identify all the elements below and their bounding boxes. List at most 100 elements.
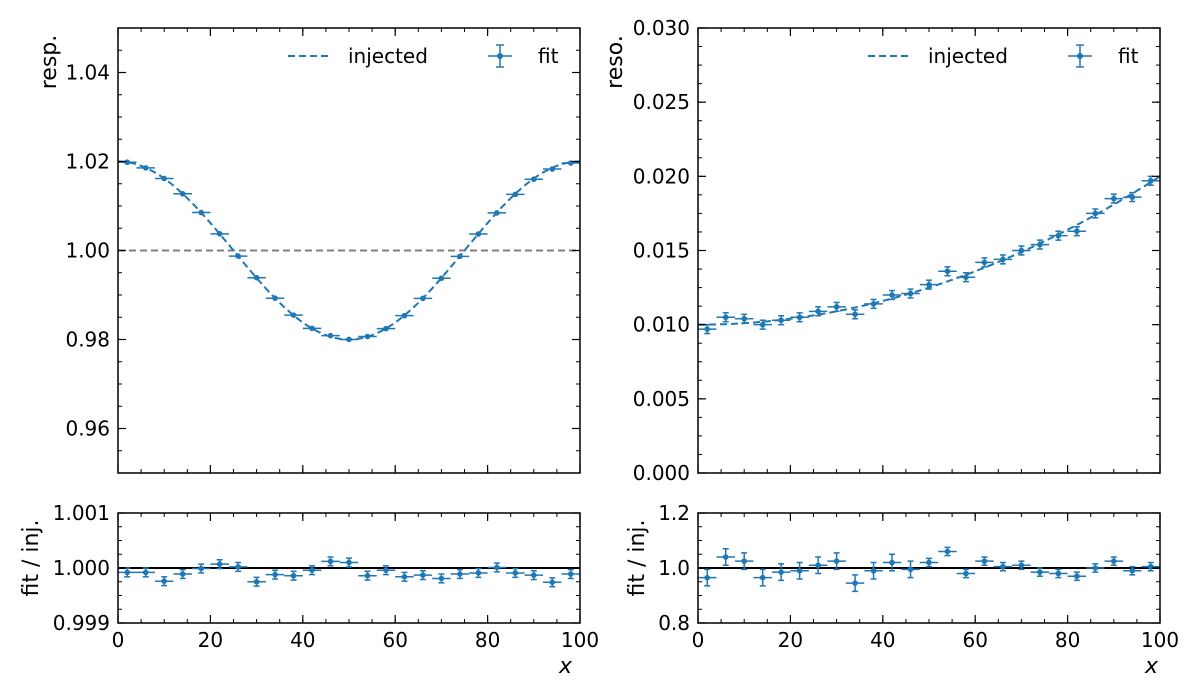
fit-point bbox=[993, 254, 1013, 265]
ratio-marker bbox=[253, 578, 260, 585]
legend-fit-label: fit bbox=[1118, 44, 1139, 68]
fit-point bbox=[1086, 208, 1105, 219]
ratio-marker bbox=[346, 559, 352, 566]
fit-point bbox=[938, 266, 957, 277]
ratio-point bbox=[901, 560, 920, 579]
legend: injected fit bbox=[868, 44, 1139, 68]
ratio-marker bbox=[852, 580, 858, 586]
fit-point bbox=[1067, 226, 1087, 237]
y-tick-label: 0.000 bbox=[633, 461, 690, 485]
x-tick-label: 40 bbox=[870, 628, 895, 652]
ratio-marker bbox=[870, 567, 877, 574]
fit-point bbox=[827, 301, 846, 313]
ratio-marker bbox=[704, 574, 711, 581]
ratio-marker bbox=[1000, 563, 1006, 570]
resolution-ratio-y-label: fit / inj. bbox=[625, 519, 650, 596]
ratio-marker bbox=[438, 575, 445, 582]
fit-marker bbox=[272, 295, 278, 302]
ratio-marker bbox=[1074, 573, 1080, 580]
fit-point bbox=[734, 313, 754, 324]
ratio-marker bbox=[963, 570, 969, 577]
ratio-point bbox=[1141, 561, 1160, 572]
x-tick-label: 60 bbox=[382, 628, 407, 652]
ratio-point bbox=[506, 567, 525, 579]
ratio-marker bbox=[759, 574, 766, 581]
fit-point bbox=[790, 312, 809, 323]
ratio-point bbox=[118, 567, 137, 578]
resolution-ratio-panel: 0 20 40 60 80 100 0.8 1.0 1.2 bbox=[658, 501, 1179, 652]
y-tick-label: 1.001 bbox=[53, 501, 110, 525]
ratio-point bbox=[450, 568, 470, 580]
ratio-point bbox=[339, 557, 359, 568]
ratio-point bbox=[1030, 567, 1050, 577]
ratio-marker bbox=[272, 571, 278, 578]
legend-injected-label: injected bbox=[928, 44, 1008, 68]
fit-point bbox=[210, 231, 229, 237]
fit-point bbox=[543, 166, 562, 172]
fit-point bbox=[506, 191, 525, 198]
fit-point bbox=[882, 289, 902, 301]
ratio-point bbox=[808, 556, 828, 575]
fit-point bbox=[118, 159, 137, 166]
fit-point bbox=[469, 231, 488, 237]
y-tick-label: 0.96 bbox=[65, 417, 110, 441]
ratio-point bbox=[1067, 571, 1087, 582]
ratio-marker bbox=[567, 571, 574, 577]
ratio-marker bbox=[1111, 558, 1117, 564]
ratio-point bbox=[698, 568, 717, 587]
ratio-marker bbox=[142, 569, 149, 576]
fit-marker bbox=[907, 290, 914, 297]
fit-marker bbox=[253, 274, 260, 281]
ratio-point bbox=[321, 556, 340, 567]
fit-marker bbox=[1000, 256, 1006, 263]
fit-point bbox=[136, 165, 155, 171]
fit-marker bbox=[179, 190, 186, 197]
fit-marker bbox=[383, 325, 389, 332]
fit-marker bbox=[327, 332, 334, 339]
ratio-point bbox=[395, 571, 414, 582]
ratio-point bbox=[524, 570, 544, 581]
injected-curve bbox=[697, 175, 1161, 326]
fit-point bbox=[901, 288, 920, 299]
y-tick-label: 0.005 bbox=[633, 387, 690, 411]
fit-point bbox=[302, 325, 322, 332]
fit-marker bbox=[309, 325, 315, 332]
resolution-panel: 0.000 0.005 0.010 0.015 0.020 0.025 0.030 injec… bbox=[633, 16, 1161, 485]
ratio-point bbox=[1086, 563, 1105, 573]
y-tick-label: 1.00 bbox=[65, 239, 110, 263]
ratio-marker bbox=[944, 548, 951, 555]
fit-marker bbox=[438, 275, 445, 282]
ratio-marker bbox=[179, 571, 186, 577]
fit-point bbox=[395, 312, 414, 319]
fit-marker bbox=[870, 301, 877, 307]
ratio-point bbox=[487, 562, 507, 573]
ratio-point bbox=[919, 557, 939, 568]
ratio-point bbox=[771, 563, 791, 582]
x-tick-label: 100 bbox=[1141, 628, 1179, 652]
legend: injected fit bbox=[288, 44, 559, 68]
y-tick-label: 1.000 bbox=[53, 556, 110, 580]
fit-marker bbox=[1147, 177, 1154, 184]
fit-point bbox=[524, 176, 544, 183]
ratio-point bbox=[358, 570, 377, 581]
ratio-marker bbox=[457, 571, 463, 577]
resolution-ratio-x-label: x bbox=[1144, 654, 1159, 679]
ratio-marker bbox=[161, 578, 167, 584]
ratio-point bbox=[413, 570, 433, 581]
fit-marker bbox=[531, 176, 537, 183]
fit-point bbox=[1030, 239, 1050, 250]
x-tick-label: 40 bbox=[290, 628, 315, 652]
ratio-marker bbox=[198, 565, 204, 572]
ratio-point bbox=[1012, 560, 1031, 571]
fit-point bbox=[753, 319, 772, 330]
ratio-point bbox=[210, 559, 229, 570]
ratio-point bbox=[247, 576, 266, 587]
fit-point bbox=[321, 332, 340, 339]
fit-marker bbox=[235, 253, 241, 259]
fit-point bbox=[716, 312, 735, 323]
y-tick-label: 0.999 bbox=[53, 611, 110, 635]
ratio-point bbox=[284, 570, 303, 581]
fit-marker bbox=[926, 281, 932, 288]
ratio-point bbox=[1123, 565, 1142, 576]
fit-marker bbox=[1074, 228, 1080, 235]
